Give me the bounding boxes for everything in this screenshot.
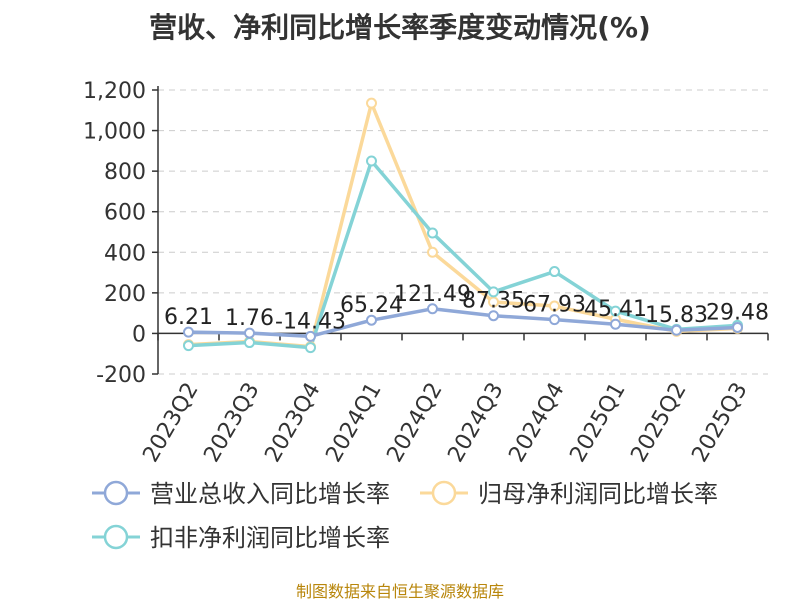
data-point (244, 337, 255, 349)
chart-title: 营收、净利同比增长率季度变动情况(%) (149, 11, 651, 44)
y-tick-label: 600 (104, 201, 146, 226)
x-tick-label: 2023Q2 (138, 379, 203, 467)
x-tick-label: 2024Q1 (321, 379, 386, 467)
data-point (488, 296, 499, 308)
legend-marker (103, 524, 129, 550)
data-label: 6.21 (164, 305, 213, 330)
source-note: 制图数据来自恒生聚源数据库 (295, 582, 504, 601)
x-tick-label: 2023Q4 (260, 379, 325, 467)
data-label: 45.41 (584, 297, 647, 322)
y-tick-label: 200 (104, 282, 146, 307)
data-point (366, 97, 377, 109)
data-point (183, 326, 194, 338)
y-axis-ticks: -200 0 200 400 600 800 1,000 1,200 (83, 79, 158, 388)
y-tick-label: 1,200 (83, 79, 146, 104)
data-label: 87.35 (462, 289, 525, 314)
grid-lines (158, 89, 768, 375)
x-tick-label: 2025Q1 (565, 379, 630, 467)
data-point (427, 246, 438, 258)
data-point (427, 303, 438, 315)
data-label: 15.83 (645, 303, 708, 328)
data-point (366, 314, 377, 326)
legend-marker (103, 480, 129, 506)
y-tick-label: 0 (132, 322, 146, 347)
series-line-2 (188, 159, 738, 350)
data-point (305, 330, 316, 342)
legend-item-1[interactable]: 归母净利润同比增长率 (420, 480, 718, 508)
x-tick-label: 2024Q4 (504, 379, 569, 467)
x-tick-label: 2024Q3 (443, 379, 508, 467)
y-tick-label: 400 (104, 241, 146, 266)
data-point (549, 266, 560, 278)
legend-item-0[interactable]: 营业总收入同比增长率 (92, 480, 390, 508)
x-axis-ticks: 2023Q22023Q32023Q42024Q12024Q22024Q32024… (138, 333, 769, 467)
legend-item-2[interactable]: 扣非净利润同比增长率 (92, 524, 390, 552)
data-label: 67.93 (523, 293, 586, 318)
data-point (488, 286, 499, 298)
x-tick-label: 2025Q3 (687, 379, 752, 467)
data-label: 121.49 (394, 282, 471, 307)
legend-label: 归母净利润同比增长率 (478, 480, 718, 508)
series-line-0 (188, 307, 738, 339)
data-label: 65.24 (340, 293, 403, 318)
legend-marker (431, 480, 457, 506)
data-label: 29.48 (706, 300, 769, 325)
y-tick-label: -200 (96, 363, 146, 388)
data-point (366, 155, 377, 167)
data-point (732, 321, 743, 333)
data-point (549, 314, 560, 326)
y-tick-label: 1,000 (83, 120, 146, 145)
data-point (671, 324, 682, 336)
legend-label: 营业总收入同比增长率 (150, 480, 390, 508)
data-label: 1.76 (225, 306, 274, 331)
y-tick-label: 800 (104, 160, 146, 185)
data-point (427, 227, 438, 239)
data-labels: 6.21 1.76 -14.4365.24121.4987.3567.9345.41… (164, 282, 769, 335)
data-point (610, 318, 621, 330)
data-point (610, 305, 621, 317)
series-points (183, 97, 743, 354)
x-tick-label: 2023Q3 (199, 379, 264, 467)
legend-label: 扣非净利润同比增长率 (150, 524, 390, 552)
x-tick-label: 2025Q2 (626, 379, 691, 467)
x-tick-label: 2024Q2 (382, 379, 447, 467)
data-label: -14.43 (275, 309, 346, 334)
data-point (305, 342, 316, 354)
data-point (244, 327, 255, 339)
series-lines (188, 101, 738, 350)
data-point (183, 340, 194, 352)
data-point (549, 300, 560, 312)
data-point (488, 310, 499, 322)
